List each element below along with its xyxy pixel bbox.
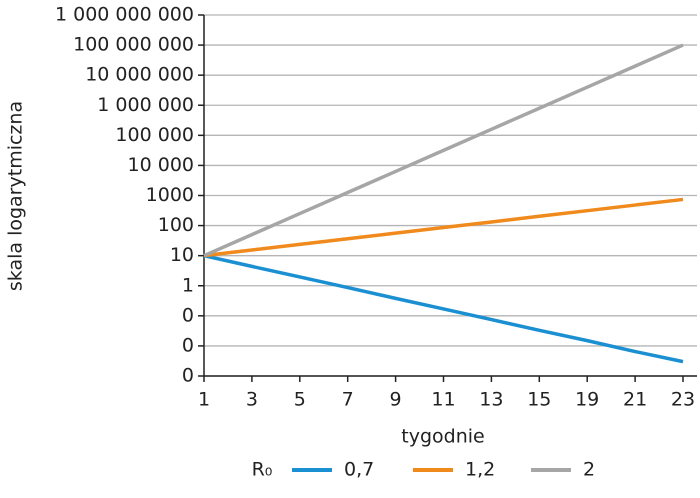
x-tick-label: 7 (342, 389, 354, 411)
series-line (203, 253, 684, 364)
x-tick-label: 9 (390, 389, 402, 411)
x-tick-label: 23 (671, 389, 695, 411)
x-tick-label: 5 (294, 389, 306, 411)
x-tick-label: 11 (431, 389, 455, 411)
x-tick-label: 3 (246, 389, 258, 411)
legend-label: 0,7 (344, 459, 374, 481)
x-tick-label: 1 (198, 389, 210, 411)
x-tick-label: 21 (623, 389, 647, 411)
y-axis-label: skala logarytmiczna (5, 101, 27, 291)
y-tick-label: 1 (182, 274, 194, 296)
y-tick-label: 100 000 000 (73, 34, 194, 56)
y-tick-label: 10 (170, 244, 194, 266)
y-tick-label: 1000 (146, 184, 194, 206)
y-tick-label: 10 000 000 (85, 64, 194, 86)
legend-label: 2 (583, 459, 595, 481)
y-tick-label: 1 000 000 000 (55, 4, 194, 26)
x-axis-label: tygodnie (401, 426, 484, 448)
y-tick-label: 0 (182, 304, 194, 326)
y-tick-label: 1 000 000 (97, 94, 194, 116)
y-tick-label: 100 (158, 214, 194, 236)
series-line (203, 197, 684, 258)
y-tick-label: 100 000 (115, 124, 194, 146)
x-tick-label: 13 (479, 389, 503, 411)
x-tick-label: 15 (527, 389, 551, 411)
y-tick-label: 0 (182, 365, 194, 387)
legend-label: 1,2 (465, 459, 495, 481)
legend-title: R₀ (252, 459, 273, 481)
y-tick-label: 0 (182, 334, 194, 356)
series-line (203, 43, 684, 258)
x-tick-label: 19 (575, 389, 599, 411)
y-tick-label: 10 000 (128, 154, 194, 176)
